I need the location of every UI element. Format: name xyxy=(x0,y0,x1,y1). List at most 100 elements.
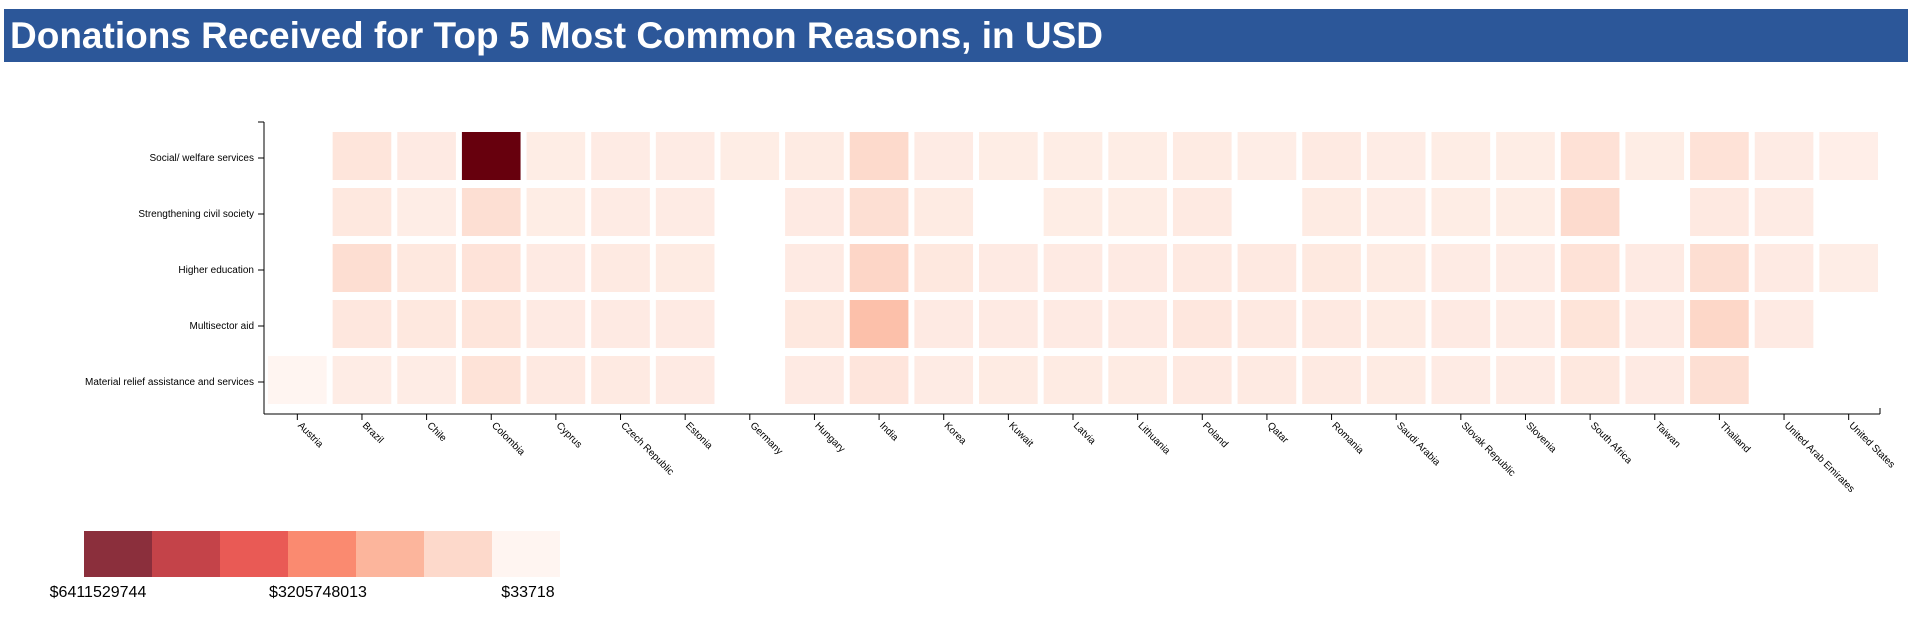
heatmap-cell xyxy=(785,300,844,348)
y-tick-label: Strengthening civil society xyxy=(138,209,254,220)
legend-swatch xyxy=(152,531,220,577)
heatmap-cell xyxy=(655,356,715,404)
heatmap-cell xyxy=(849,356,909,404)
heatmap-cell xyxy=(1560,300,1620,348)
legend-label: $6411529744 xyxy=(50,584,147,601)
heatmap-cell xyxy=(332,244,392,292)
heatmap-cell xyxy=(1819,244,1878,292)
heatmap-cell xyxy=(1108,356,1167,404)
heatmap-cell xyxy=(1108,300,1167,348)
heatmap-cell xyxy=(785,244,844,292)
heatmap-cell xyxy=(1625,132,1685,180)
x-tick-label: Qatar xyxy=(1265,420,1291,446)
legend-swatch xyxy=(424,531,492,577)
x-tick-label: Latvia xyxy=(1071,420,1098,447)
heatmap-cell xyxy=(979,244,1038,292)
x-tick-label: South Africa xyxy=(1588,420,1634,466)
heatmap-cell xyxy=(655,300,715,348)
heatmap-cell xyxy=(332,188,392,236)
heatmap-cell xyxy=(526,132,586,180)
heatmap-cell xyxy=(397,132,456,180)
heatmap-cell xyxy=(461,188,521,236)
heatmap-cell xyxy=(1237,356,1297,404)
x-tick-label: Chile xyxy=(424,420,448,444)
x-tick-label: India xyxy=(877,420,900,443)
heatmap-cell xyxy=(1108,132,1167,180)
heatmap-cell xyxy=(914,244,974,292)
x-tick-label: Thailand xyxy=(1717,420,1752,455)
heatmap-cell xyxy=(1237,300,1297,348)
x-tick-label: Germany xyxy=(748,420,785,457)
legend-label: $3205748013 xyxy=(269,584,367,601)
heatmap-cell xyxy=(1043,132,1103,180)
y-tick-label: Material relief assistance and services xyxy=(85,377,254,388)
x-tick-label: Czech Republic xyxy=(618,420,675,477)
x-tick-label: Korea xyxy=(942,420,969,447)
heatmap-cell xyxy=(1172,244,1232,292)
x-tick-label: Brazil xyxy=(360,420,385,445)
x-tick-label: Saudi Arabia xyxy=(1394,420,1442,468)
heatmap-cell xyxy=(849,188,909,236)
heatmap-cell xyxy=(1302,300,1361,348)
x-tick-label: Hungary xyxy=(812,420,847,455)
heatmap-cell xyxy=(526,188,586,236)
heatmap-cell xyxy=(1172,300,1232,348)
heatmap-cell xyxy=(1172,132,1232,180)
heatmap-cell xyxy=(1560,188,1620,236)
x-tick-label: Taiwan xyxy=(1653,420,1683,450)
legend-swatch xyxy=(492,531,560,577)
heatmap-cell xyxy=(979,132,1038,180)
heatmap-cell xyxy=(1690,132,1749,180)
heatmap-cell xyxy=(1302,356,1361,404)
heatmap-cell xyxy=(1108,188,1167,236)
chart-title: Donations Received for Top 5 Most Common… xyxy=(4,9,1908,62)
heatmap-cell xyxy=(397,300,456,348)
heatmap-cell xyxy=(1560,244,1620,292)
heatmap-cell xyxy=(979,300,1038,348)
heatmap-cell xyxy=(1690,300,1749,348)
heatmap-cell xyxy=(1431,132,1491,180)
x-tick-label: Cyprus xyxy=(554,420,584,450)
heatmap-cell xyxy=(1302,188,1361,236)
heatmap-cell xyxy=(1366,244,1426,292)
heatmap-cell xyxy=(461,132,521,180)
x-tick-label: Slovenia xyxy=(1523,420,1558,455)
heatmap-cell xyxy=(1366,356,1426,404)
heatmap-cell xyxy=(655,244,715,292)
heatmap-cell xyxy=(591,300,650,348)
heatmap-cell xyxy=(1431,300,1491,348)
heatmap-cell xyxy=(1560,132,1620,180)
heatmap-cell xyxy=(1043,244,1103,292)
heatmap-cell xyxy=(332,356,392,404)
y-tick-label: Multisector aid xyxy=(190,321,254,332)
heatmap-cell xyxy=(1754,244,1814,292)
heatmap-cell xyxy=(979,356,1038,404)
x-tick-label: Austria xyxy=(295,420,325,450)
heatmap-cell xyxy=(1625,356,1685,404)
heatmap-cell xyxy=(591,356,650,404)
heatmap-cell xyxy=(849,300,909,348)
legend-swatch xyxy=(288,531,356,577)
x-tick-label: Estonia xyxy=(683,420,715,452)
heatmap-cell xyxy=(1496,356,1555,404)
heatmap-cell xyxy=(591,188,650,236)
heatmap-cell xyxy=(397,244,456,292)
heatmap-cell xyxy=(461,244,521,292)
legend-label: $33718 xyxy=(501,584,554,601)
color-legend: $6411529744 $3205748013 $33718 xyxy=(50,531,560,601)
heatmap-cell xyxy=(1690,244,1749,292)
heatmap-cell xyxy=(1690,188,1749,236)
heatmap-cell xyxy=(1366,132,1426,180)
heatmap-cell xyxy=(268,356,327,404)
heatmap-cell xyxy=(1690,356,1749,404)
heatmap-cell xyxy=(849,132,909,180)
heatmap-cell xyxy=(591,132,650,180)
legend-swatch xyxy=(356,531,424,577)
x-tick-label: Lithuania xyxy=(1136,420,1173,457)
x-axis: Austria Brazil Chile Colombia Cyprus Czech Re… xyxy=(264,408,1897,495)
heatmap-cell xyxy=(461,300,521,348)
heatmap-cell xyxy=(332,300,392,348)
heatmap-cell xyxy=(914,132,974,180)
x-tick-label: United States xyxy=(1847,420,1897,470)
heatmap-cell xyxy=(914,300,974,348)
